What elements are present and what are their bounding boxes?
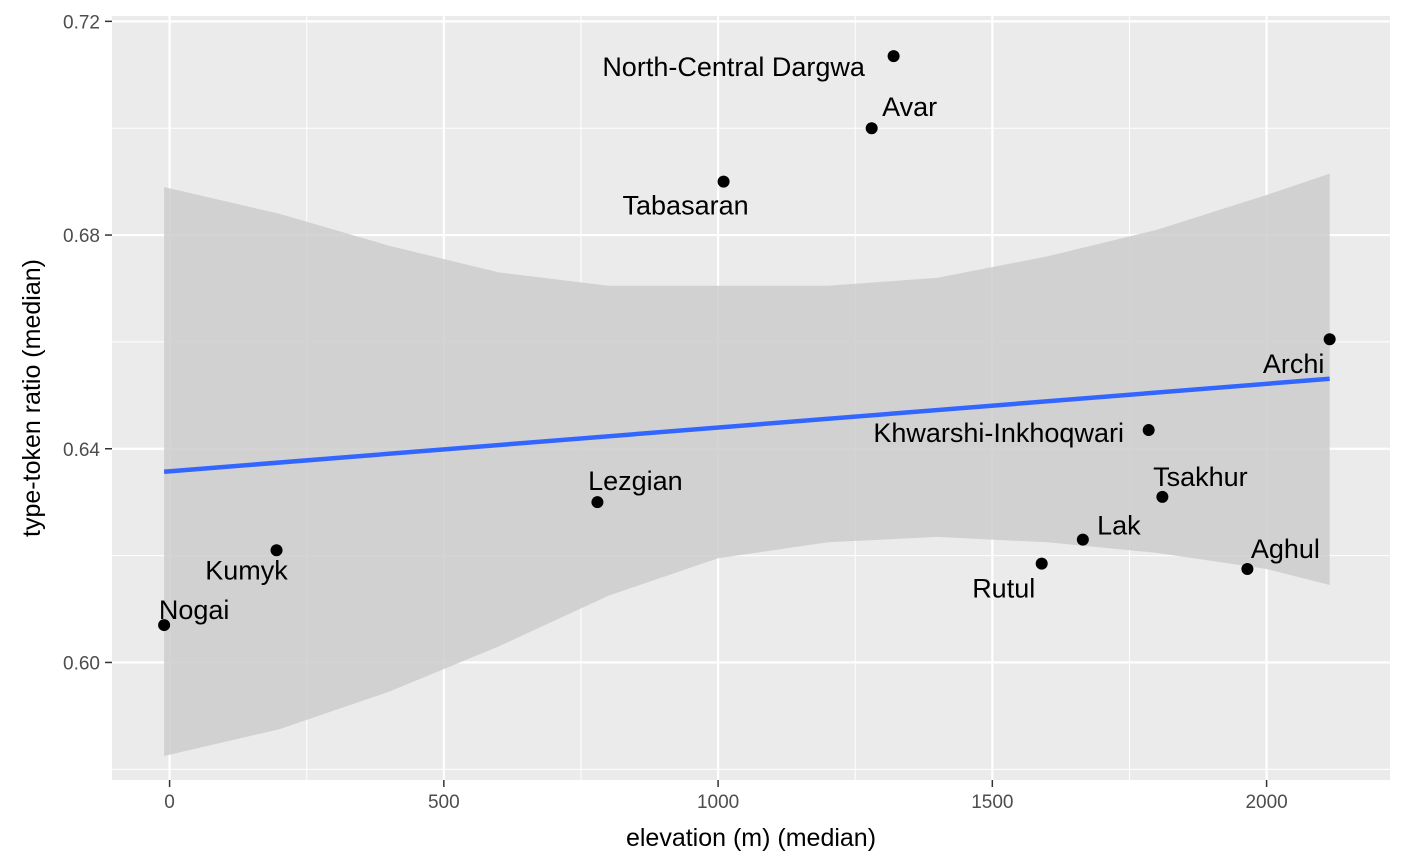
point-archi: [1323, 333, 1336, 346]
point-labels: Nogai Kumyk Lezgian Tabasaran Avar North-Cent…: [159, 52, 1325, 625]
point-label-lak: Lak: [1097, 511, 1141, 541]
y-tick-label: 0.72: [63, 12, 100, 33]
point-label-rutul: Rutul: [972, 574, 1035, 604]
point-label-aghul: Aghul: [1251, 534, 1320, 564]
y-tick-label: 0.68: [63, 226, 100, 247]
point-aghul: [1241, 562, 1254, 575]
x-tick-label: 1000: [697, 792, 739, 813]
point-label-archi: Archi: [1263, 349, 1325, 379]
point-tsakhur: [1156, 490, 1169, 503]
point-rutul: [1035, 557, 1048, 570]
x-tick-label: 1500: [971, 792, 1013, 813]
point-label-tabasaran: Tabasaran: [623, 191, 749, 221]
point-lezgian: [591, 496, 604, 509]
x-tick-label: 500: [428, 792, 460, 813]
point-label-nogai: Nogai: [159, 595, 230, 625]
point-label-tsakhur: Tsakhur: [1153, 462, 1248, 492]
point-label-kumyk: Kumyk: [205, 555, 288, 585]
trend-line: [163, 376, 1330, 474]
x-axis-title: elevation (m) (median): [626, 824, 876, 852]
y-tick-label: 0.60: [63, 653, 100, 674]
x-axis: 0 500 1000 1500 2000: [164, 780, 1288, 813]
point-nogai: [158, 619, 171, 632]
point-avar: [865, 122, 878, 135]
data-points: [158, 50, 1336, 632]
confidence-band: [164, 173, 1330, 757]
point-tabasaran: [717, 175, 730, 188]
y-axis: 0.60 0.64 0.68 0.72: [63, 12, 112, 674]
x-tick-label: 2000: [1245, 792, 1287, 813]
point-label-north-central-dargwa: North-Central Dargwa: [602, 52, 866, 82]
x-tick-label: 0: [164, 792, 175, 813]
point-khwarshi-inkhoqwari: [1142, 424, 1155, 437]
point-label-khwarshi-inkhoqwari: Khwarshi-Inkhoqwari: [873, 418, 1124, 448]
point-lak: [1076, 533, 1089, 546]
y-tick-label: 0.64: [63, 440, 100, 461]
y-axis-title: type-token ratio (median): [18, 259, 46, 537]
point-label-lezgian: Lezgian: [588, 466, 683, 496]
point-kumyk: [270, 544, 283, 557]
point-label-avar: Avar: [882, 92, 937, 122]
point-north-central-dargwa: [887, 50, 900, 63]
